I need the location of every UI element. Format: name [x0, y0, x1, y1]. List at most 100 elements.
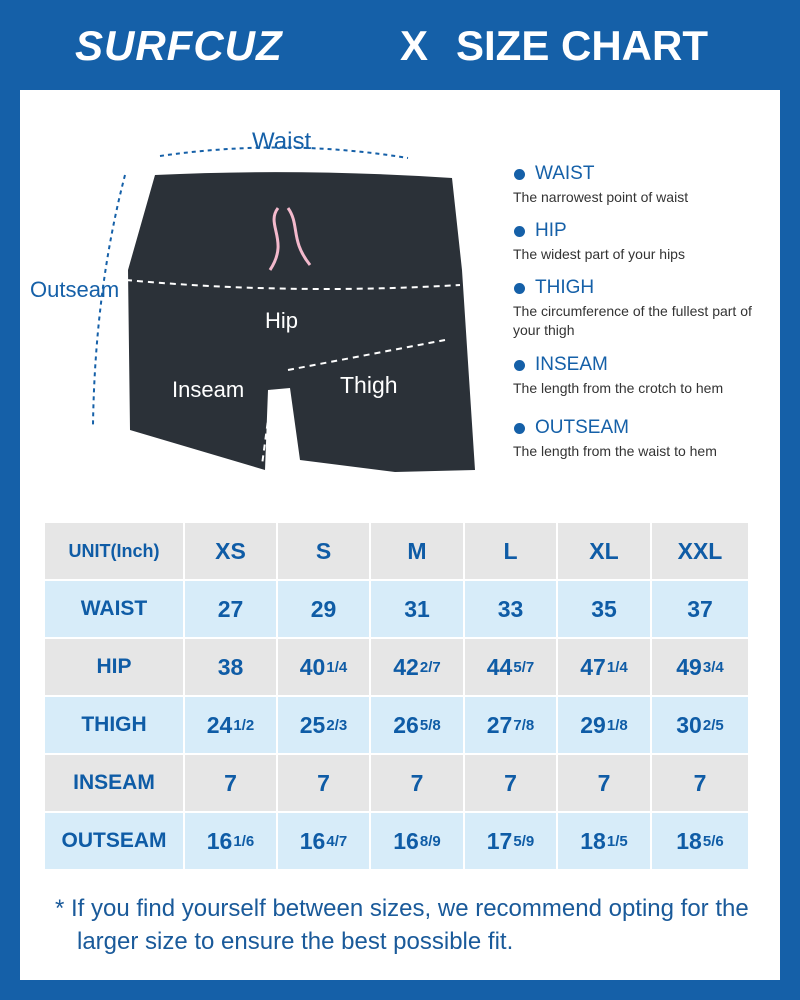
definition-text: The widest part of your hips: [513, 246, 685, 262]
fraction: 1/5: [606, 832, 628, 850]
bullet: [514, 169, 525, 180]
table-cell: 29: [278, 581, 371, 639]
whole: 26: [393, 711, 419, 738]
table-cell: THIGH: [45, 697, 185, 755]
definition-term: INSEAM: [535, 354, 608, 375]
shorts-diagram: [92, 146, 475, 472]
fraction: 1/2: [233, 716, 255, 734]
table-cell: 18 1/5: [558, 813, 652, 871]
whole: 40: [299, 653, 326, 680]
table-cell: 29 1/8: [558, 697, 652, 755]
table-cell: INSEAM: [45, 755, 185, 813]
definition-term: THIGH: [535, 277, 595, 298]
bullet: [514, 283, 525, 294]
fraction: 2/5: [702, 716, 724, 734]
fraction: 2/3: [326, 716, 348, 734]
fraction: 4/7: [326, 832, 348, 850]
label-hip: Hip: [265, 308, 299, 333]
shorts: [128, 172, 475, 472]
definition-text: The narrowest point of waist: [513, 189, 689, 205]
title: SIZE CHART: [456, 22, 708, 69]
table-cell: XXL: [652, 523, 750, 581]
table-cell: 44 5/7: [465, 639, 558, 697]
fraction: 5/6: [702, 832, 724, 850]
table-cell: 7: [185, 755, 278, 813]
footnote: * If you find yourself between sizes, we…: [55, 895, 749, 955]
fraction: 1/8: [606, 716, 628, 734]
table-cell: WAIST: [45, 581, 185, 639]
fraction: 5/7: [513, 658, 535, 676]
bullet: [514, 423, 525, 434]
label-inseam: Inseam: [172, 377, 245, 402]
definition-text: The length from the waist to hem: [513, 443, 717, 459]
table-cell: L: [465, 523, 558, 581]
table-cell: 7: [652, 755, 750, 813]
table-cell: S: [278, 523, 371, 581]
table-cell: 16 4/7: [278, 813, 371, 871]
bullet: [514, 226, 525, 237]
fraction: 8/9: [419, 832, 441, 850]
brand: SURFCUZ: [75, 22, 283, 69]
definition-term: HIP: [535, 220, 567, 241]
fraction: 3/4: [702, 658, 724, 676]
label-waist: Waist: [252, 128, 312, 155]
table-cell: 24 1/2: [185, 697, 278, 755]
definition-term: WAIST: [535, 163, 595, 184]
whole: 16: [299, 827, 326, 854]
table-cell: 37: [652, 581, 750, 639]
whole: 44: [486, 653, 513, 680]
whole: 29: [580, 711, 606, 738]
table-cell: 30 2/5: [652, 697, 750, 755]
table-cell: 7: [465, 755, 558, 813]
table-cell: 16 1/6: [185, 813, 278, 871]
whole: 18: [676, 827, 702, 854]
table-cell: XS: [185, 523, 278, 581]
table-cell: 47 1/4: [558, 639, 652, 697]
table-cell: HIP: [45, 639, 185, 697]
table-cell: 27 7/8: [465, 697, 558, 755]
table-cell: UNIT(Inch): [45, 523, 185, 581]
table-cell: OUTSEAM: [45, 813, 185, 871]
definition-text: The circumference of the fullest part of…: [513, 303, 752, 338]
table-cell: 25 2/3: [278, 697, 371, 755]
table-cell: 42 2/7: [371, 639, 465, 697]
table-cell: 35: [558, 581, 652, 639]
fraction: 5/9: [513, 832, 535, 850]
table-cell: M: [371, 523, 465, 581]
table-cell: 38: [185, 639, 278, 697]
fraction: 1/4: [606, 658, 628, 676]
fraction: 1/4: [326, 658, 348, 676]
whole: 42: [393, 653, 419, 680]
whole: 24: [206, 711, 233, 738]
label-thigh: Thigh: [340, 372, 398, 398]
bullet: [514, 360, 525, 371]
separator: X: [400, 22, 429, 69]
whole: 27: [486, 711, 513, 738]
whole: 16: [206, 827, 233, 854]
table-cell: 7: [371, 755, 465, 813]
table-cell: 7: [278, 755, 371, 813]
fraction: 1/6: [233, 832, 255, 850]
whole: 49: [676, 653, 702, 680]
whole: 25: [299, 711, 326, 738]
whole: 17: [486, 827, 513, 854]
label-outseam: Outseam: [30, 277, 120, 302]
whole: 30: [676, 711, 702, 738]
table-cell: 18 5/6: [652, 813, 750, 871]
table-cell: XL: [558, 523, 652, 581]
table-cell: 31: [371, 581, 465, 639]
whole: 16: [393, 827, 419, 854]
table-cell: 26 5/8: [371, 697, 465, 755]
fraction: 5/8: [419, 716, 441, 734]
table-cell: 27: [185, 581, 278, 639]
fraction: 2/7: [419, 658, 441, 676]
table-cell: 40 1/4: [278, 639, 371, 697]
table-cell: 49 3/4: [652, 639, 750, 697]
drawstring: [268, 207, 312, 271]
table-cell: 16 8/9: [371, 813, 465, 871]
whole: 18: [580, 827, 606, 854]
table-cell: 7: [558, 755, 652, 813]
definition-term: OUTSEAM: [535, 417, 629, 438]
table-cell: 33: [465, 581, 558, 639]
